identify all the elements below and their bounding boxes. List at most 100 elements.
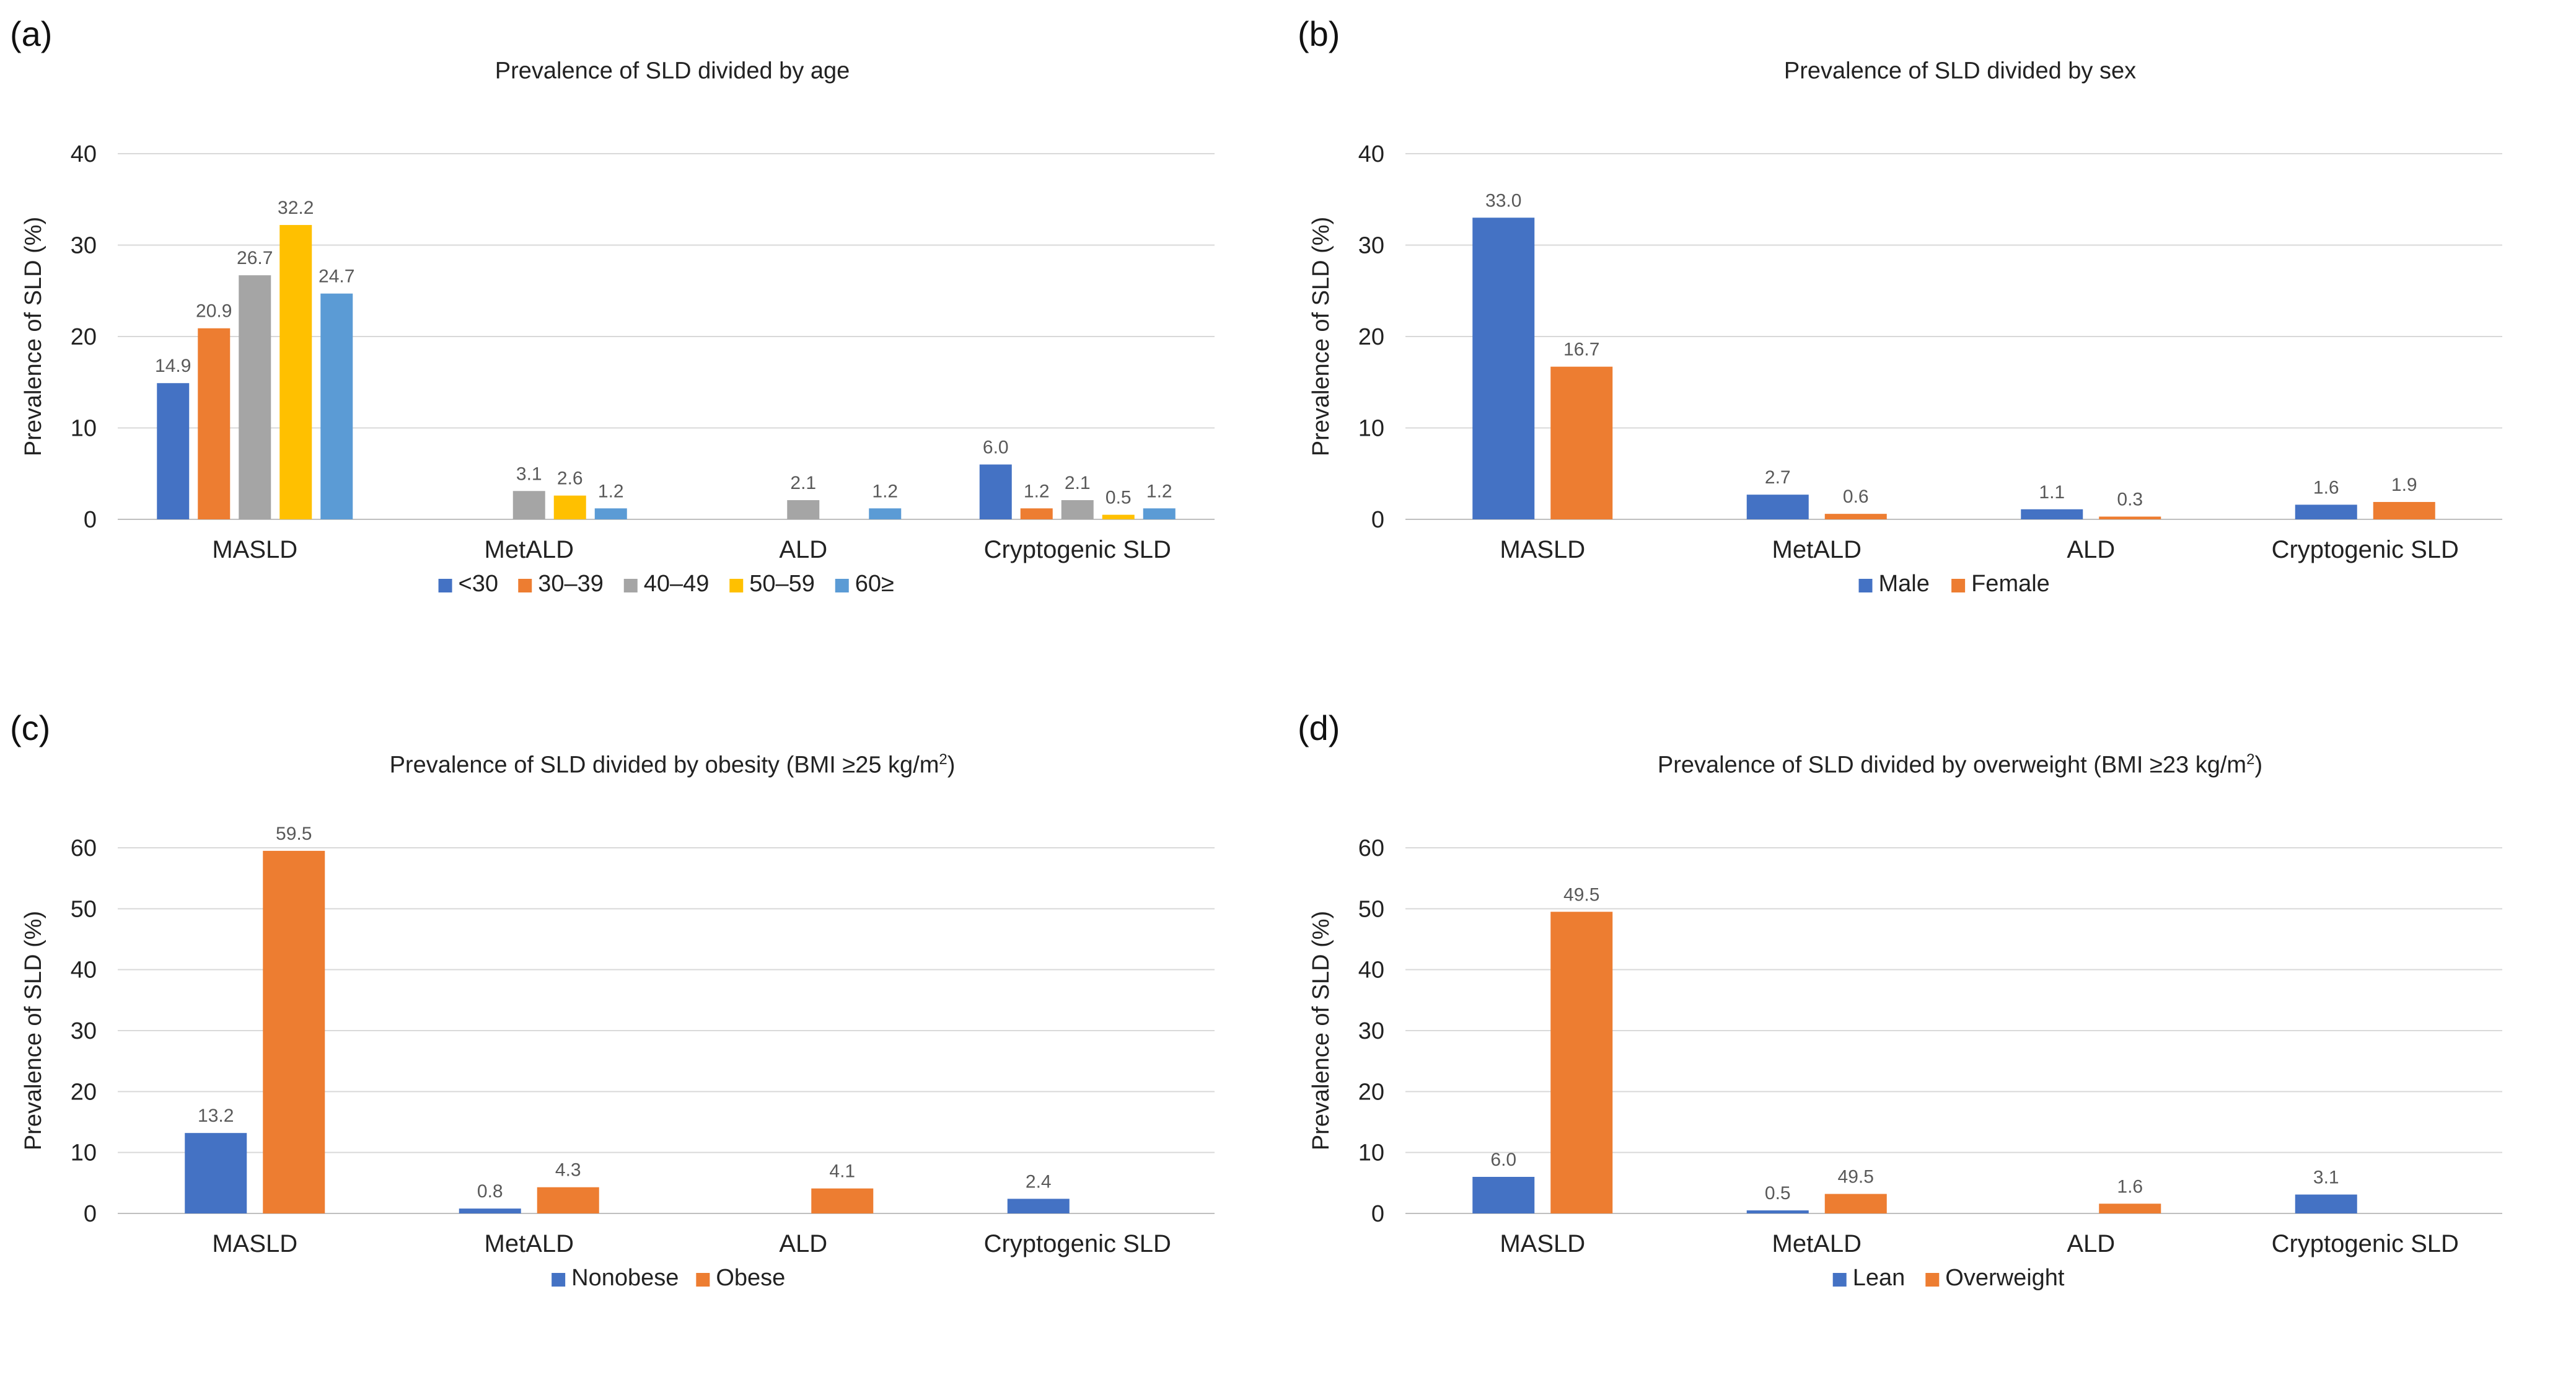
bar	[279, 225, 312, 519]
bar	[537, 1187, 599, 1213]
chart-panel-d: (d) Prevalence of SLD divided by overwei…	[1288, 694, 2570, 1382]
data-label: 1.2	[1146, 481, 1172, 501]
data-label: 1.2	[598, 481, 624, 501]
x-tick-label: ALD	[2067, 1230, 2115, 1257]
y-tick-label: 0	[1371, 1201, 1384, 1227]
bar	[1102, 514, 1135, 519]
y-axis-title: Prevalence of SLD (%)	[1308, 217, 1334, 457]
chart-title-superscript: 2	[939, 751, 947, 768]
legend-label: Nonobese	[571, 1265, 679, 1291]
data-label: 1.6	[2313, 477, 2339, 498]
y-tick-label: 20	[71, 324, 97, 350]
x-tick-label: MASLD	[1500, 536, 1585, 563]
bar	[553, 495, 586, 519]
bar	[2295, 1194, 2357, 1213]
data-label: 1.2	[1024, 481, 1050, 501]
y-tick-label: 10	[1358, 1140, 1384, 1166]
legend-swatch	[1832, 1273, 1847, 1287]
y-tick-label: 40	[1358, 141, 1384, 167]
bar	[1550, 366, 1613, 519]
data-label: 14.9	[155, 356, 191, 376]
legend-label: Female	[1971, 571, 2050, 597]
chart-title-suffix: )	[2254, 752, 2263, 778]
bar	[1550, 912, 1613, 1213]
bar	[157, 383, 190, 519]
x-tick-label: ALD	[2067, 536, 2115, 563]
bar	[320, 293, 353, 519]
bar	[1746, 1210, 1809, 1213]
y-tick-label: 10	[71, 1140, 97, 1166]
chart-title: Prevalence of SLD divided by age	[118, 57, 1227, 85]
data-label: 3.1	[2313, 1168, 2339, 1188]
chart-title: Prevalence of SLD divided by overweight …	[1405, 751, 2515, 779]
panel-letter: (b)	[1298, 14, 1340, 53]
bar	[1824, 514, 1887, 519]
bar	[512, 491, 545, 519]
data-label: 2.1	[790, 473, 816, 493]
bar	[1020, 508, 1053, 519]
data-label: 0.5	[1765, 1183, 1791, 1204]
data-label: 1.9	[2391, 475, 2417, 495]
bar	[2099, 516, 2161, 519]
bar-chart-svg: 0 10 20 30 40 Prevalence of SLD (%) 33.0 16.7 MA…	[1308, 141, 2502, 597]
bar	[185, 1133, 247, 1213]
legend-swatch	[552, 1273, 566, 1287]
data-label: 3.1	[516, 464, 542, 484]
y-tick-label: 30	[71, 233, 97, 259]
data-label: 1.1	[2039, 482, 2065, 503]
data-label: 16.7	[1563, 340, 1599, 360]
y-tick-label: 30	[1358, 1018, 1384, 1044]
data-label: 6.0	[983, 438, 1009, 458]
legend-label: Male	[1879, 571, 1930, 597]
bar	[979, 464, 1012, 519]
legend-swatch	[1858, 579, 1873, 592]
x-tick-label: Cryptogenic SLD	[2272, 536, 2459, 563]
y-tick-label: 60	[71, 835, 97, 861]
data-label: 1.6	[2117, 1176, 2143, 1197]
bar	[1061, 500, 1094, 519]
data-label: 0.3	[2117, 490, 2143, 510]
data-label: 2.4	[1026, 1171, 1052, 1192]
chart-panel-c: (c) Prevalence of SLD divided by obesity…	[0, 694, 1283, 1382]
y-tick-label: 10	[1358, 416, 1384, 442]
y-axis-title: Prevalence of SLD (%)	[20, 217, 46, 457]
bar	[263, 850, 325, 1213]
chart-title-superscript: 2	[2246, 751, 2255, 768]
legend-label: 30–39	[538, 571, 604, 597]
chart-panel-b: (b) Prevalence of SLD divided by sex 0 10…	[1288, 0, 2570, 688]
data-label: 1.2	[872, 481, 898, 501]
bar	[459, 1208, 521, 1213]
x-tick-label: Cryptogenic SLD	[984, 1230, 1171, 1257]
x-tick-label: MASLD	[212, 1230, 297, 1257]
bar	[1143, 508, 1176, 519]
bar	[1824, 1194, 1887, 1213]
bar	[869, 508, 902, 519]
data-label: 13.2	[198, 1106, 234, 1126]
x-tick-label: MetALD	[1772, 1230, 1862, 1257]
legend-swatch	[438, 579, 452, 592]
y-tick-label: 20	[71, 1079, 97, 1105]
bar	[811, 1188, 874, 1213]
y-tick-label: 60	[1358, 835, 1384, 861]
x-tick-label: ALD	[779, 536, 827, 563]
x-tick-label: MetALD	[485, 536, 574, 563]
data-label: 33.0	[1485, 190, 1521, 211]
y-tick-label: 40	[71, 141, 97, 167]
bar	[1472, 1177, 1535, 1213]
data-label: 6.0	[1490, 1150, 1516, 1170]
x-tick-label: MetALD	[1772, 536, 1862, 563]
x-tick-label: Cryptogenic SLD	[2272, 1230, 2459, 1257]
legend-swatch	[1925, 1273, 1940, 1287]
panel-letter: (c)	[10, 708, 51, 747]
y-tick-label: 0	[84, 1201, 97, 1227]
data-label: 0.6	[1843, 486, 1869, 507]
legend-swatch	[835, 579, 849, 592]
y-tick-label: 20	[1358, 324, 1384, 350]
x-tick-label: MetALD	[485, 1230, 574, 1257]
y-tick-label: 30	[1358, 233, 1384, 259]
chart-panel-a: (a) Prevalence of SLD divided by age 0 10…	[0, 0, 1283, 688]
y-tick-label: 40	[71, 957, 97, 984]
bar	[1472, 218, 1535, 519]
legend-label: Overweight	[1945, 1265, 2065, 1291]
x-tick-label: Cryptogenic SLD	[984, 536, 1171, 563]
